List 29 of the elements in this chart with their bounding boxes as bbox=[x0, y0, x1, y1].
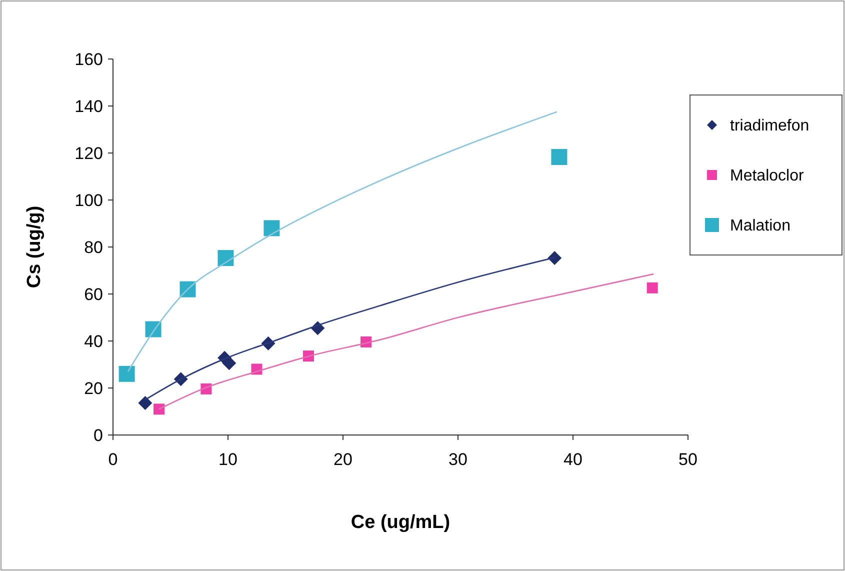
y-tick-label: 100 bbox=[74, 190, 103, 210]
x-tick-label: 0 bbox=[108, 450, 118, 469]
x-tick-label: 40 bbox=[564, 450, 582, 469]
legend-label: Metaloclor bbox=[730, 168, 804, 185]
point bbox=[646, 282, 658, 294]
legend-label: Malation bbox=[730, 218, 790, 235]
legend-label: triadimefon bbox=[730, 118, 810, 135]
point bbox=[154, 404, 164, 415]
point bbox=[218, 250, 234, 266]
x-tick-label: 10 bbox=[218, 450, 238, 469]
point bbox=[551, 148, 568, 165]
y-tick-label: 20 bbox=[84, 378, 103, 398]
point bbox=[264, 220, 280, 236]
point bbox=[222, 356, 236, 370]
y-tick-label: 160 bbox=[74, 50, 103, 69]
x-tick-label: 50 bbox=[678, 450, 698, 469]
point bbox=[118, 366, 135, 382]
x-tick-label: 30 bbox=[448, 450, 468, 469]
point bbox=[138, 396, 152, 410]
y-tick-label: 120 bbox=[74, 144, 103, 163]
y-tick-label: 40 bbox=[84, 332, 103, 351]
y-tick-label: 140 bbox=[74, 96, 103, 116]
point bbox=[548, 251, 562, 266]
y-tick-label: 0 bbox=[94, 426, 103, 445]
y-axis-title: Cs (ug/g) bbox=[24, 206, 45, 288]
y-tick-label: 80 bbox=[84, 238, 103, 257]
y-tick-label: 60 bbox=[84, 284, 103, 304]
x-axis-title: Ce (ug/mL) bbox=[350, 512, 450, 533]
x-tick-label: 20 bbox=[334, 450, 352, 469]
